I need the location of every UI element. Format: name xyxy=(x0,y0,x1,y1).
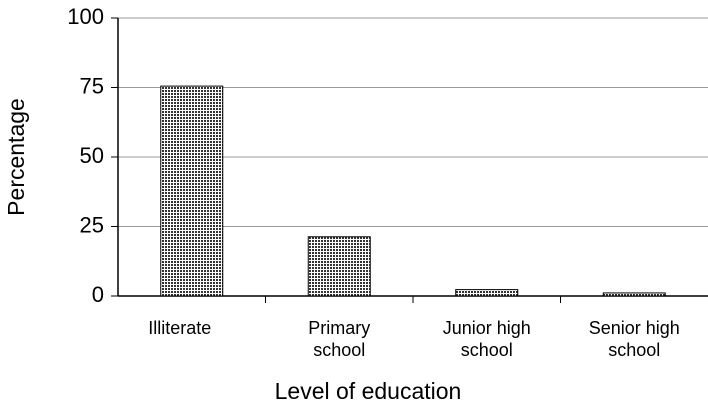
y-tick-label: 100 xyxy=(67,4,104,29)
x-tick-label: Illiterate xyxy=(148,318,212,338)
y-tick-label: 0 xyxy=(92,282,104,307)
x-tick-label: Senior high school xyxy=(588,318,680,360)
x-tick-label: Primary school xyxy=(308,318,371,360)
y-tick-label: 75 xyxy=(80,73,104,98)
bar xyxy=(160,85,224,297)
y-tick-label: 50 xyxy=(80,143,104,168)
y-tick-label: 25 xyxy=(80,212,104,237)
bar xyxy=(307,236,371,297)
y-axis-title: Percentage xyxy=(3,98,29,216)
bar xyxy=(455,289,519,297)
bar xyxy=(602,292,666,297)
x-tick-label: Junior high school xyxy=(442,318,531,360)
x-axis-title: Level of education xyxy=(275,378,462,404)
